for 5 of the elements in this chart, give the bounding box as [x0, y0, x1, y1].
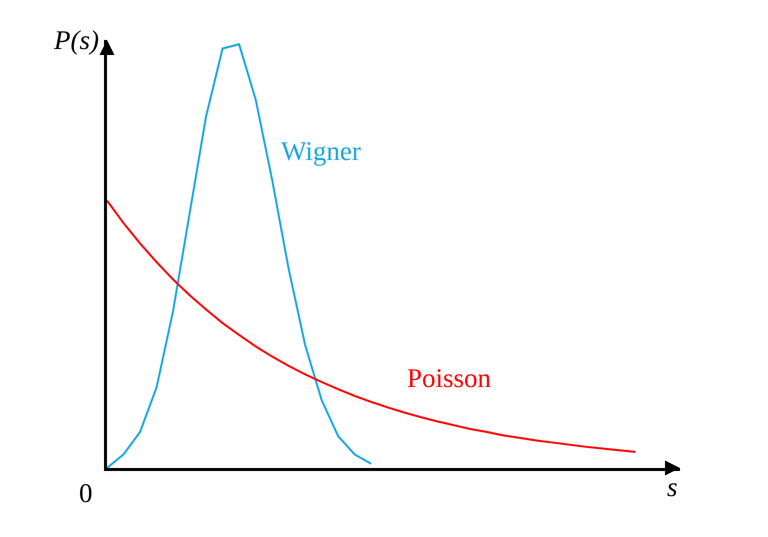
x-axis-title: s — [667, 472, 678, 502]
series-label: Wigner — [281, 136, 361, 166]
y-axis-title: P(s) — [53, 25, 99, 55]
series-label: Poisson — [407, 363, 492, 393]
text: 0 — [79, 478, 92, 508]
